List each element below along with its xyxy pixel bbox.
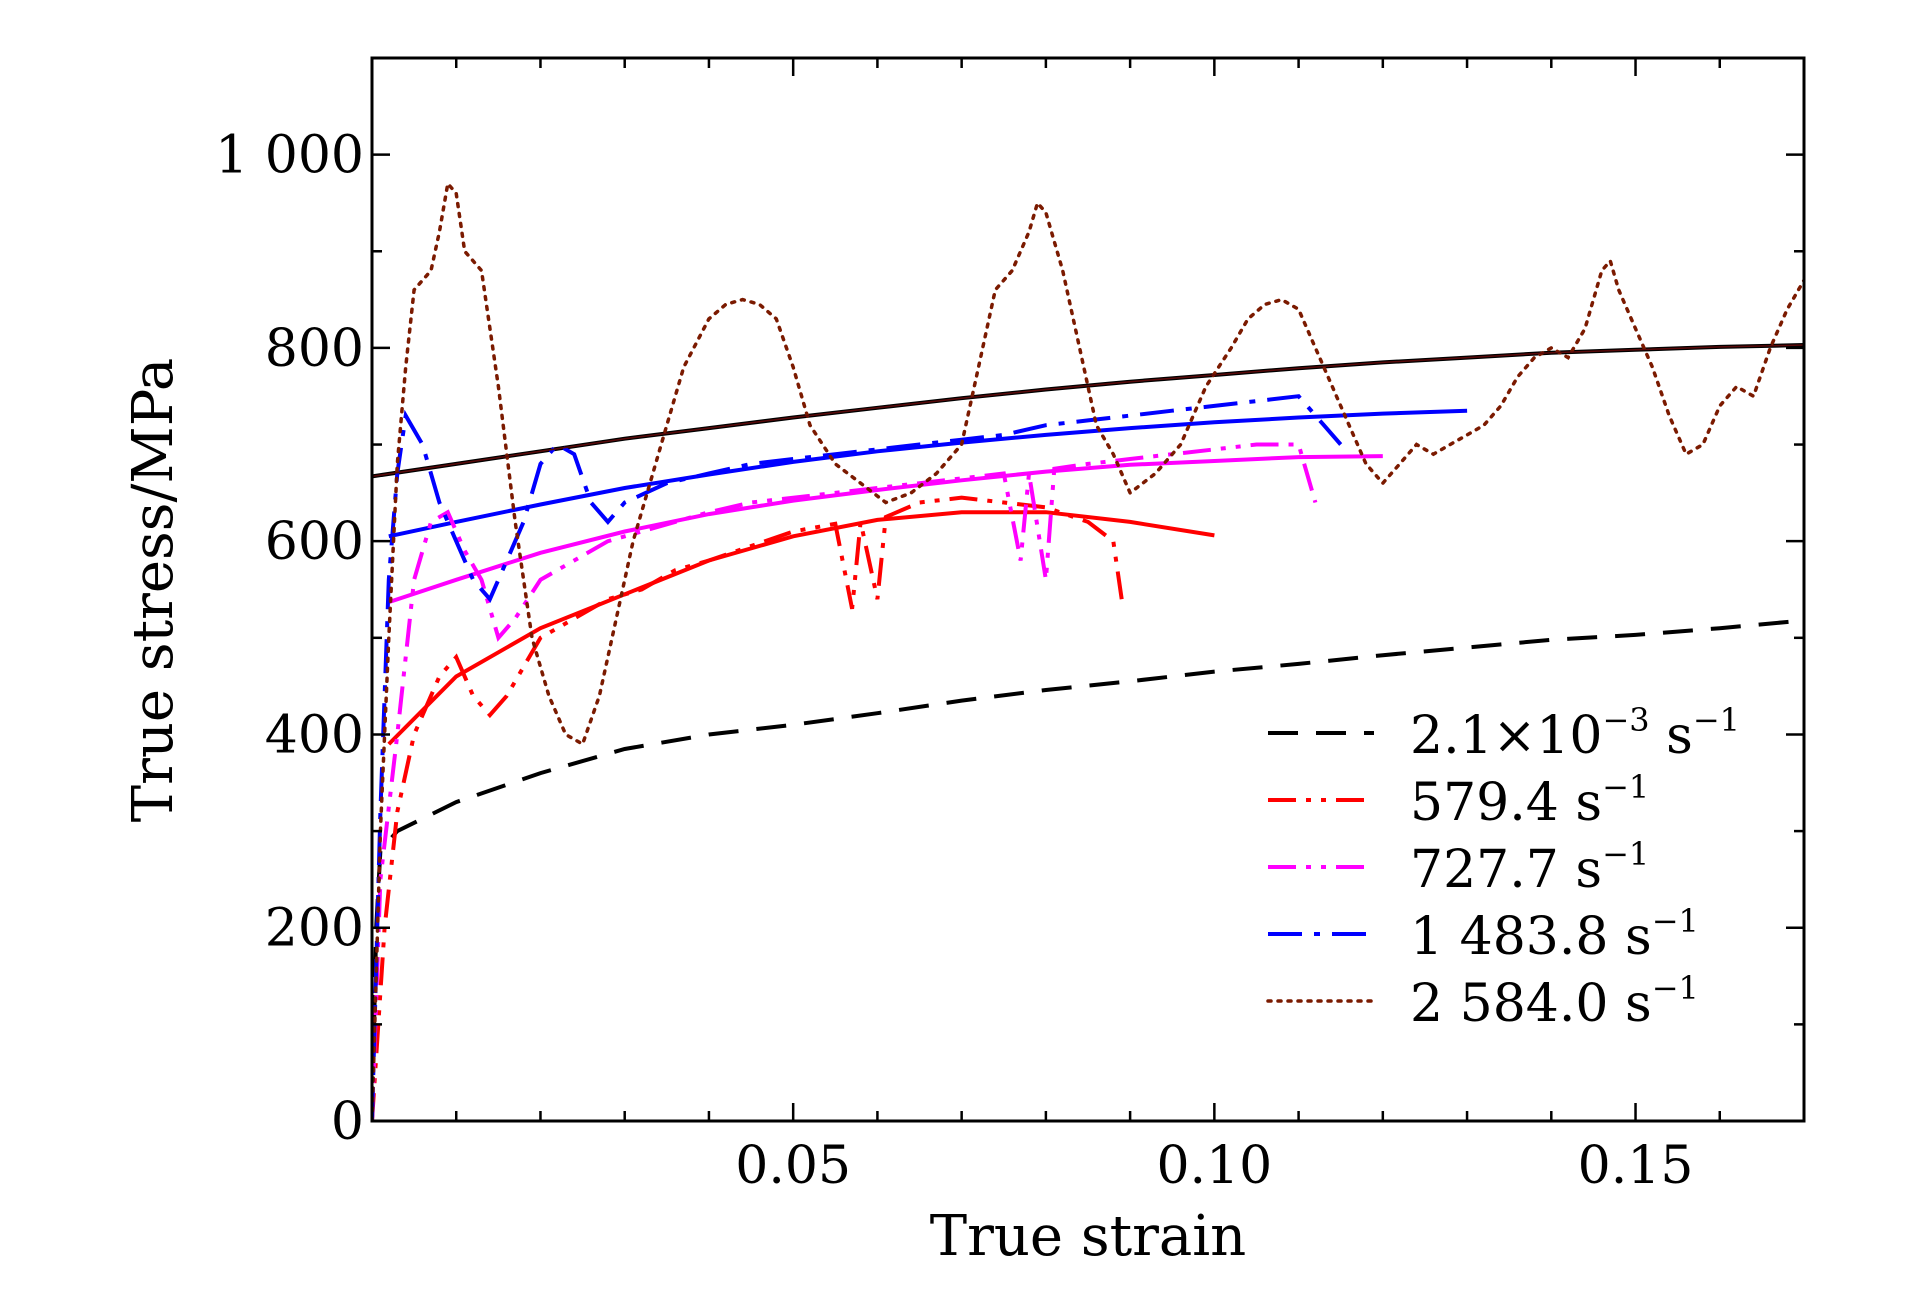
data-line-series-3 xyxy=(372,394,1343,1121)
y-tick-label: 1 000 xyxy=(215,126,364,186)
y-tick-label: 400 xyxy=(265,705,364,765)
fit-line-series-3 xyxy=(388,408,1468,539)
x-axis-title: True strain xyxy=(930,1204,1247,1269)
fit-line-overlay xyxy=(372,344,1804,478)
plot-frame xyxy=(370,56,1806,1123)
y-tick-label: 0 xyxy=(331,1092,364,1152)
data-line-series-1 xyxy=(372,495,1124,1121)
x-tick-label: 0.05 xyxy=(735,1136,851,1196)
y-tick-label: 600 xyxy=(265,512,364,572)
y-tick-label: 800 xyxy=(265,319,364,379)
axis-ticks: 0.05 0.10 0.15 0 200 400 600 800 1 000 xyxy=(215,58,1804,1196)
data-line-series-0 xyxy=(372,618,1804,1121)
y-axis-title: True stress/MPa xyxy=(121,358,186,823)
legend-label-series-3: 1 483.8 s−1 xyxy=(1410,902,1699,967)
legend-label-series-0: 2.1×10−3 s−1 xyxy=(1410,701,1740,766)
y-tick-label: 200 xyxy=(265,899,364,959)
data-line-series-4 xyxy=(372,179,1804,1121)
fit-line-series-4 xyxy=(372,343,1804,479)
legend-label-series-2: 727.7 s−1 xyxy=(1410,835,1649,900)
x-tick-label: 0.15 xyxy=(1578,1136,1694,1196)
fit-line-series-1 xyxy=(387,510,1215,746)
legend-label-series-4: 2 584.0 s−1 xyxy=(1410,969,1699,1034)
legend-label-series-1: 579.4 s−1 xyxy=(1410,768,1649,833)
series-layer xyxy=(372,179,1804,1121)
x-tick-label: 0.10 xyxy=(1156,1136,1272,1196)
